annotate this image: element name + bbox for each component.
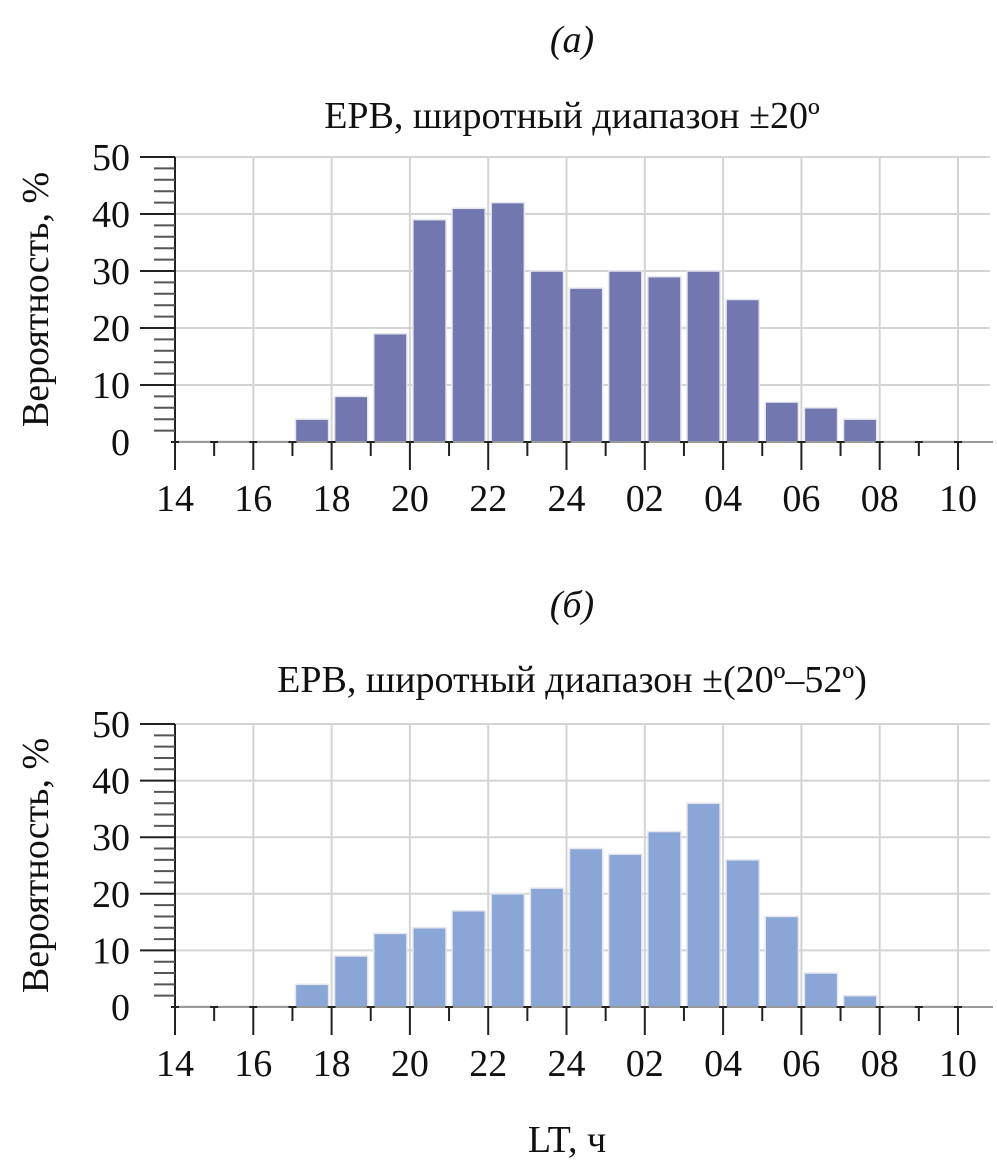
y-tick-label: 10 (92, 930, 130, 972)
y-tick-label: 0 (111, 422, 130, 464)
bar-06-07 (803, 407, 839, 443)
bar-22-23 (490, 201, 526, 443)
bar-05-06 (764, 915, 800, 1008)
y-tick-label: 0 (111, 987, 130, 1029)
y-tick-label: 40 (92, 761, 130, 803)
bar-19-20 (373, 332, 408, 443)
x-tick-label: 16 (234, 1043, 272, 1085)
x-tick-label: 24 (548, 478, 586, 520)
bar-02-03 (647, 275, 682, 443)
bar-07-08 (842, 994, 878, 1008)
y-tick-label: 50 (92, 137, 130, 179)
bar-23-24 (529, 887, 565, 1008)
panel-label: (б) (550, 584, 594, 626)
x-tick-label: 10 (939, 478, 977, 520)
chart-panel-2: 0 10 20 30 40 50 14 16 18 20 22 24 02 04 06 08 10 (б) EPB,… (15, 584, 993, 1161)
bar-18-19 (333, 395, 369, 443)
x-tick-label: 14 (156, 478, 194, 520)
x-tick-label: 08 (861, 1043, 899, 1085)
y-tick-label: 10 (92, 365, 130, 407)
bar-02-03 (647, 830, 682, 1008)
bar-03-04 (686, 802, 721, 1008)
y-tick-label: 30 (92, 251, 130, 293)
bar-06-07 (803, 972, 839, 1008)
x-tick-label: 08 (861, 478, 899, 520)
bar-04-05 (725, 298, 760, 443)
bar-04-05 (725, 859, 760, 1008)
y-tick-label: 40 (92, 194, 130, 236)
bar-01-02 (607, 853, 643, 1008)
bar-03-04 (686, 270, 721, 443)
bar-20-21 (412, 927, 447, 1008)
x-tick-label: 22 (469, 478, 507, 520)
x-tick-label: 20 (391, 1043, 429, 1085)
x-tick-label: 24 (548, 1043, 586, 1085)
bar-18-19 (333, 955, 369, 1008)
bar-23-24 (529, 270, 565, 443)
bar-21-22 (451, 910, 486, 1008)
x-tick-label: 06 (782, 478, 820, 520)
chart-title: EPB, широтный диапазон ±20º (324, 95, 820, 137)
bar-20-21 (412, 218, 447, 443)
x-tick-label: 22 (469, 1043, 507, 1085)
bar-22-23 (490, 893, 526, 1008)
x-tick-label: 18 (313, 1043, 351, 1085)
bar-19-20 (373, 932, 408, 1008)
x-axis-label: LT, ч (528, 1119, 606, 1161)
x-tick-label: 02 (626, 1043, 664, 1085)
y-tick-label: 30 (92, 817, 130, 859)
x-tick-label: 04 (704, 478, 742, 520)
bar-17-18 (294, 983, 330, 1008)
x-tick-label: 06 (782, 1043, 820, 1085)
y-tick-label: 50 (92, 704, 130, 746)
x-tick-label: 16 (234, 478, 272, 520)
x-tick-label: 14 (156, 1043, 194, 1085)
bar-07-08 (842, 418, 878, 443)
y-axis-label: Вероятность, % (15, 738, 57, 993)
x-tick-label: 02 (626, 478, 664, 520)
bar-17-18 (294, 418, 330, 443)
y-axis-label: Вероятность, % (15, 172, 57, 427)
bar-00-01 (568, 287, 604, 443)
panel-label: (а) (550, 19, 594, 61)
y-tick-label: 20 (92, 874, 130, 916)
bar-01-02 (607, 270, 643, 443)
chart-panel-1: 0 10 20 30 40 50 14 16 18 20 22 24 02 04 06 08 10 (а) EPB,… (15, 19, 993, 520)
bar-05-06 (764, 401, 800, 443)
x-tick-label: 10 (939, 1043, 977, 1085)
x-tick-label: 20 (391, 478, 429, 520)
bar-21-22 (451, 207, 486, 443)
y-tick-label: 20 (92, 308, 130, 350)
x-tick-label: 18 (313, 478, 351, 520)
chart-title: EPB, широтный диапазон ±(20º–52º) (277, 659, 867, 701)
bar-00-01 (568, 847, 604, 1008)
x-tick-label: 04 (704, 1043, 742, 1085)
